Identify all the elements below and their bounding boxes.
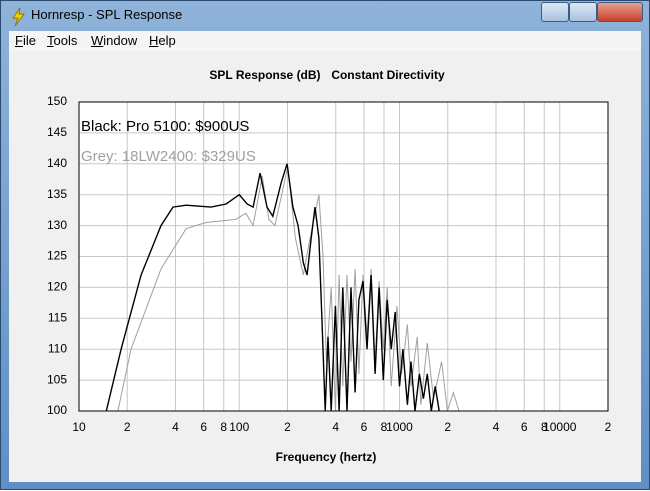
x-tick-label: 1000	[386, 420, 413, 434]
menu-item[interactable]: Help	[149, 33, 176, 48]
x-tick-label: 4	[172, 420, 179, 434]
y-tick-label: 120	[47, 280, 67, 294]
menu-bar: File Tools Window Help	[9, 31, 641, 51]
y-tick-label: 110	[48, 341, 67, 355]
y-tick-label: 105	[47, 372, 67, 386]
series-line	[117, 166, 460, 412]
x-tick-label: 10000	[543, 420, 577, 434]
menu-item[interactable]: Tools	[47, 33, 78, 48]
series-label: Grey: 18LW2400: $329US	[81, 148, 256, 165]
plot-border	[78, 101, 609, 412]
x-tick-label: 4	[493, 420, 500, 434]
menu-item[interactable]: Window	[91, 33, 138, 48]
window-title: Hornresp - SPL Response	[31, 7, 183, 22]
app-icon	[12, 7, 25, 27]
y-tick-label: 100	[47, 403, 67, 417]
x-tick-label: 8	[220, 420, 227, 434]
minimize-button[interactable]	[541, 2, 569, 22]
y-tick-label: 125	[47, 249, 67, 263]
x-tick-label: 6	[361, 420, 368, 434]
chart-title: SPL Response (dB)	[209, 68, 320, 82]
menu-item[interactable]: File	[15, 33, 36, 48]
maximize-button[interactable]	[569, 2, 597, 22]
x-axis-label: Frequency (hertz)	[276, 450, 377, 464]
y-tick-label: 150	[47, 94, 67, 108]
x-tick-label: 2	[284, 420, 291, 434]
x-tick-label: 6	[200, 420, 207, 434]
y-tick-label: 140	[47, 156, 67, 170]
x-tick-label: 8	[541, 420, 548, 434]
x-tick-label: 2	[124, 420, 131, 434]
y-tick-label: 145	[47, 125, 67, 139]
x-tick-label: 10	[72, 420, 86, 434]
x-tick-label: 2	[605, 420, 612, 434]
x-tick-label: 2	[444, 420, 451, 434]
x-tick-label: 100	[229, 420, 249, 434]
x-tick-label: 6	[521, 420, 528, 434]
series-label: Black: Pro 5100: $900US	[81, 118, 249, 135]
x-tick-label: 8	[381, 420, 388, 434]
chart-subtitle: Constant Directivity	[331, 68, 445, 82]
close-button[interactable]	[597, 2, 643, 22]
y-tick-label: 135	[47, 187, 67, 201]
y-tick-label: 115	[48, 310, 67, 324]
x-tick-label: 4	[332, 420, 339, 434]
series-line	[105, 163, 440, 412]
y-tick-label: 130	[47, 218, 67, 232]
